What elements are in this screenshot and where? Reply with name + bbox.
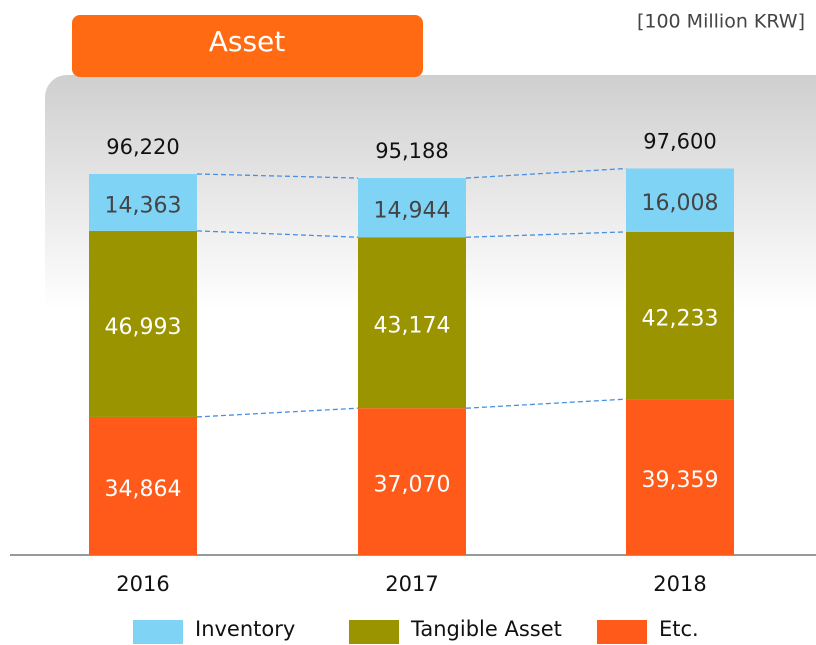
x-tick-label: 2016 <box>116 572 169 596</box>
legend-label: Inventory <box>195 617 295 641</box>
value-label: 14,363 <box>105 193 182 218</box>
value-label: 46,993 <box>105 315 182 340</box>
chart-title: Asset <box>209 25 286 58</box>
bar-segment <box>626 399 734 555</box>
bar-segment <box>89 416 197 555</box>
unit-note: [100 Million KRW] <box>637 11 805 33</box>
bar-segment <box>358 237 466 409</box>
connector-line <box>465 167 627 179</box>
total-label: 95,188 <box>375 139 448 163</box>
x-tick-label: 2018 <box>653 572 706 596</box>
bar-segment <box>89 230 197 417</box>
connector-line <box>465 231 627 238</box>
legend-label: Tangible Asset <box>410 617 562 641</box>
value-label: 39,359 <box>642 468 719 493</box>
value-label: 14,944 <box>374 199 451 224</box>
connector-line <box>196 230 359 238</box>
bar-segment <box>358 408 466 555</box>
value-label: 34,864 <box>105 477 182 502</box>
legend-swatch <box>133 620 183 644</box>
connector-line <box>465 398 627 409</box>
legend-label: Etc. <box>659 617 699 641</box>
legend-swatch <box>597 620 647 644</box>
connector-line <box>196 173 359 179</box>
value-label: 37,070 <box>374 473 451 498</box>
bar-segment <box>89 173 197 231</box>
title-tab <box>72 15 423 77</box>
value-label: 16,008 <box>642 191 719 216</box>
bar-segment <box>626 231 734 400</box>
x-tick-label: 2017 <box>385 572 438 596</box>
bar-segment <box>626 168 734 232</box>
legend-swatch <box>349 620 399 644</box>
value-label: 42,233 <box>642 307 719 332</box>
total-label: 96,220 <box>106 135 179 159</box>
connector-line <box>196 407 359 418</box>
total-label: 97,600 <box>643 130 716 154</box>
bar-segment <box>358 178 466 238</box>
value-label: 43,174 <box>374 314 451 339</box>
